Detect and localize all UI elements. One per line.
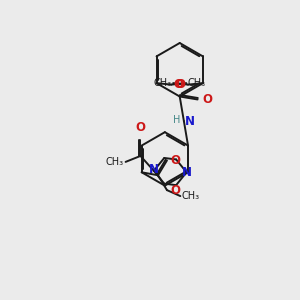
Text: CH₃: CH₃ — [106, 157, 124, 167]
Text: CH₃: CH₃ — [182, 191, 200, 201]
Text: H: H — [173, 115, 180, 124]
Text: N: N — [149, 163, 159, 176]
Text: O: O — [170, 184, 181, 196]
Text: O: O — [174, 78, 184, 91]
Text: O: O — [176, 78, 186, 91]
Text: N: N — [185, 115, 195, 128]
Text: O: O — [202, 93, 212, 106]
Text: O: O — [170, 154, 181, 167]
Text: CH₃: CH₃ — [188, 78, 206, 88]
Text: O: O — [135, 121, 145, 134]
Text: CH₃: CH₃ — [154, 78, 172, 88]
Text: N: N — [182, 166, 191, 179]
